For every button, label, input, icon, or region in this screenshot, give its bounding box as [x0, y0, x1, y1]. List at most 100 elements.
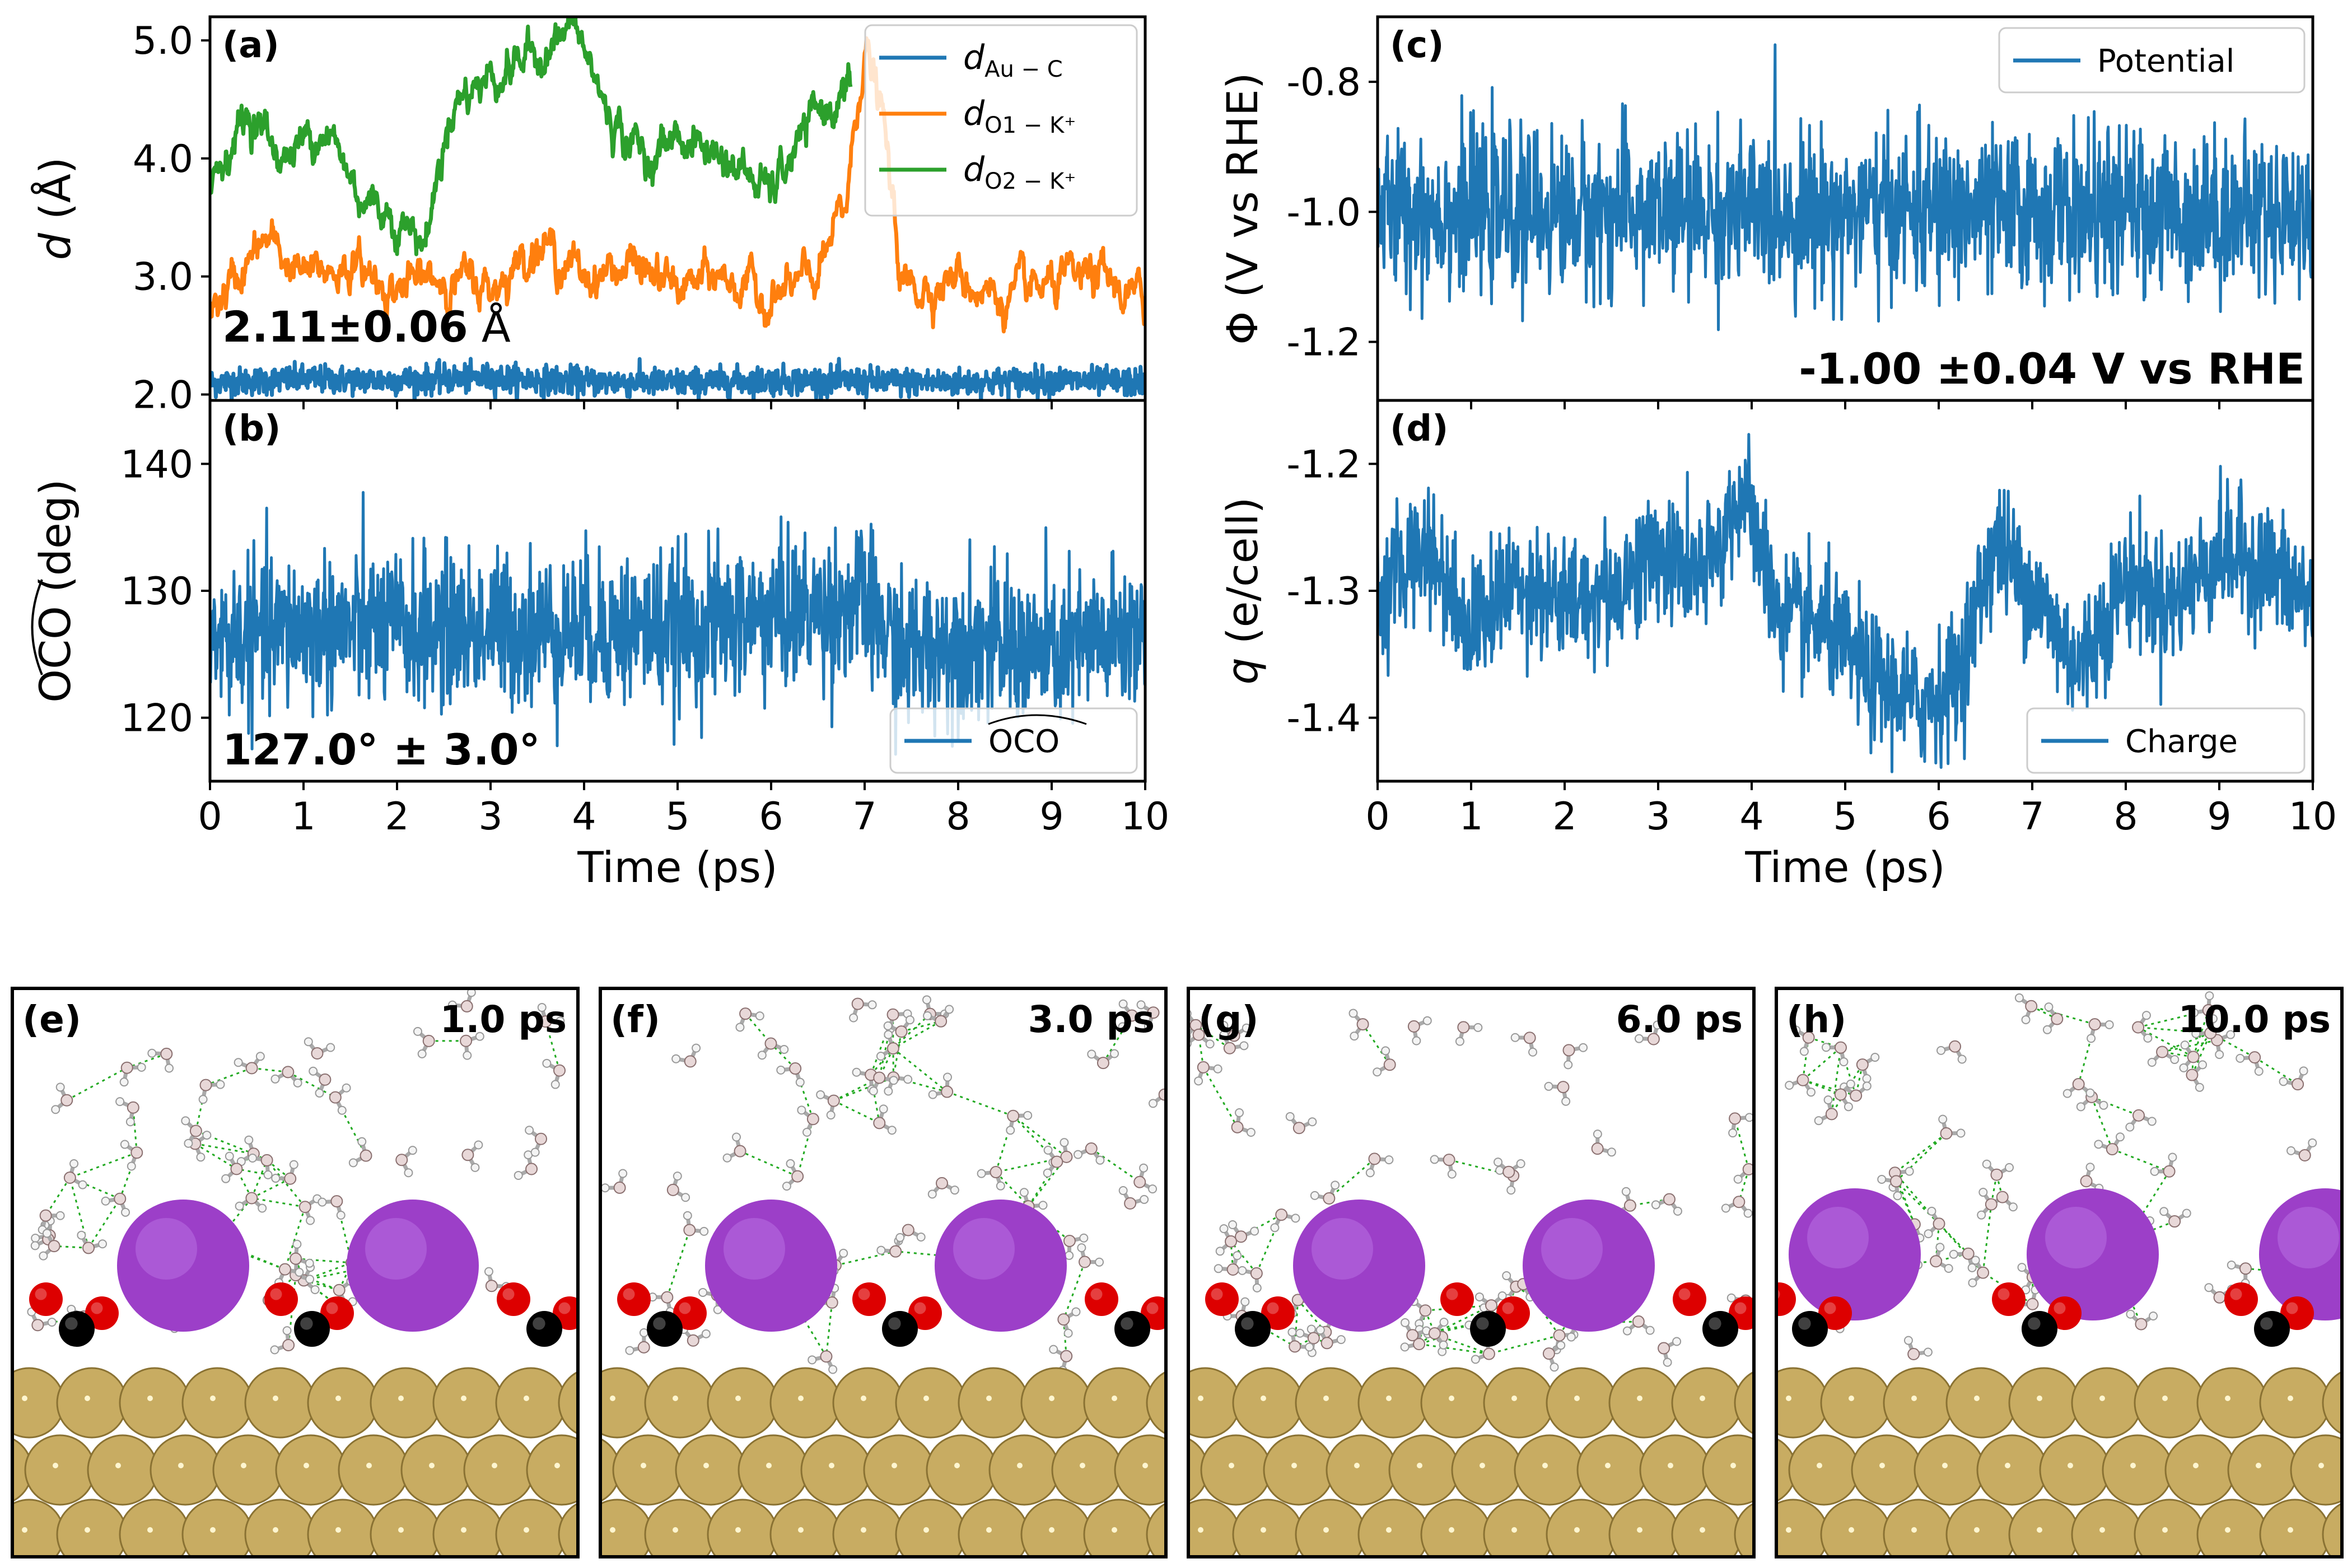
water-hydrogen	[828, 1365, 838, 1374]
water-hydrogen	[1905, 1166, 1914, 1176]
gold-atom-highlight	[2068, 1463, 2073, 1468]
angle-hat	[31, 579, 43, 675]
gold-atom-highlight	[2318, 1463, 2324, 1468]
gold-atom	[1232, 1367, 1304, 1439]
gold-atom-highlight	[210, 1527, 216, 1533]
gold-atom	[1976, 1434, 2048, 1506]
water-hydrogen	[2044, 1002, 2054, 1012]
gold-atom-highlight	[335, 1527, 341, 1533]
water-hydrogen	[2190, 1008, 2199, 1018]
water-hydrogen	[945, 1005, 954, 1014]
water-oxygen	[734, 1145, 746, 1158]
co2-carbon	[1114, 1311, 1150, 1347]
gold-atom-highlight	[492, 1463, 497, 1468]
hydrogen-bond	[250, 1160, 268, 1199]
water-hydrogen	[165, 1063, 174, 1073]
x-tick-label: 2	[1552, 795, 1576, 839]
gold-atom	[1734, 1371, 1754, 1435]
water-hydrogen	[292, 1239, 302, 1249]
water-hydrogen	[1839, 1057, 1849, 1067]
gold-atom	[1326, 1434, 1397, 1506]
co2-oxygen	[1205, 1282, 1239, 1316]
hydrogen-bond	[1894, 1132, 1947, 1174]
gold-atom	[338, 1434, 409, 1506]
water-hydrogen	[1593, 1130, 1602, 1139]
water-hydrogen	[1791, 1025, 1801, 1035]
water-hydrogen	[1494, 1158, 1503, 1167]
hydrogen-bond	[1441, 1336, 1490, 1355]
water-oxygen	[886, 1008, 899, 1021]
water-hydrogen	[336, 1211, 346, 1220]
water-oxygen	[1383, 1058, 1396, 1071]
co2-oxygen	[617, 1282, 651, 1316]
co2-carbon-highlight	[1121, 1317, 1133, 1330]
gold-atom	[558, 1371, 578, 1435]
legend-symbol: d	[963, 38, 985, 77]
gold-atom-highlight	[398, 1396, 404, 1401]
water-oxygen	[1063, 1234, 1076, 1247]
panel-letter: (b)	[222, 408, 281, 450]
water-hydrogen	[216, 1080, 225, 1089]
water-hydrogen	[1502, 1271, 1511, 1281]
water-hydrogen	[1956, 1128, 1966, 1138]
water-hydrogen	[514, 1170, 523, 1180]
gold-atom	[1295, 1367, 1366, 1439]
water-hydrogen	[542, 1058, 552, 1068]
water-oxygen	[1949, 1040, 1962, 1053]
gold-atom	[275, 1434, 347, 1506]
gold-atom	[1639, 1434, 1711, 1506]
water-oxygen	[1231, 1121, 1244, 1133]
water-oxygen	[284, 1172, 297, 1185]
hydrogen-bond	[1734, 1118, 1750, 1170]
gold-atom	[958, 1367, 1029, 1439]
water-molecules	[1188, 1009, 1754, 1372]
water-oxygen	[461, 1149, 474, 1161]
water-oxygen	[1275, 1208, 1288, 1221]
hydrogen-bond	[1412, 1321, 1484, 1336]
water-oxygen	[1406, 1329, 1419, 1342]
gold-atom	[1945, 1367, 2017, 1439]
stat-value: -1.00 ±0.04 V vs RHE	[1799, 344, 2305, 394]
water-hydrogen	[39, 1251, 48, 1261]
co2-oxygen-highlight	[1734, 1302, 1747, 1314]
gold-atom-highlight	[2225, 1527, 2230, 1533]
water-hydrogen	[2149, 1312, 2158, 1321]
water-hydrogen	[537, 1002, 547, 1012]
gold-atom	[212, 1434, 284, 1506]
gold-atom-highlight	[53, 1463, 58, 1468]
water-hydrogen	[2085, 1088, 2095, 1098]
water-oxygen	[1079, 1256, 1091, 1268]
water-hydrogen	[1473, 1023, 1483, 1032]
water-hydrogen	[310, 1285, 320, 1294]
co2-oxygen-highlight	[91, 1302, 103, 1314]
water-oxygen	[1051, 1155, 1063, 1168]
water-oxygen	[683, 1224, 696, 1236]
gold-atom	[181, 1367, 253, 1439]
water-oxygen	[2051, 1012, 2064, 1025]
water-hydrogen	[1516, 1159, 1525, 1169]
series-line-OCO	[210, 491, 1145, 756]
gold-atom-highlight	[1080, 1463, 1085, 1468]
gold-atom-highlight	[2288, 1396, 2293, 1401]
water-oxygen	[2026, 1298, 2039, 1310]
gold-atom	[150, 1434, 221, 1506]
gold-atom-highlight	[147, 1527, 153, 1533]
water-hydrogen	[839, 1248, 848, 1258]
gold-atom	[2039, 1434, 2111, 1506]
water-hydrogen	[2062, 1089, 2072, 1098]
water-oxygen	[1007, 1109, 1020, 1122]
water-hydrogen	[1721, 1203, 1730, 1213]
y-axis-label: q (e/cell)	[1217, 497, 1267, 685]
water-hydrogen	[681, 1193, 690, 1202]
hydrogen-bond	[895, 1250, 964, 1259]
water-hydrogen	[1785, 1080, 1794, 1090]
gold-atom-highlight	[1261, 1396, 1266, 1401]
co2-carbon	[1470, 1311, 1506, 1347]
water-oxygen	[1124, 1197, 1137, 1210]
y-label-unit: (deg)	[30, 479, 80, 606]
water-oxygen	[39, 1209, 52, 1222]
y-tick-label: -1.4	[1286, 697, 1361, 741]
